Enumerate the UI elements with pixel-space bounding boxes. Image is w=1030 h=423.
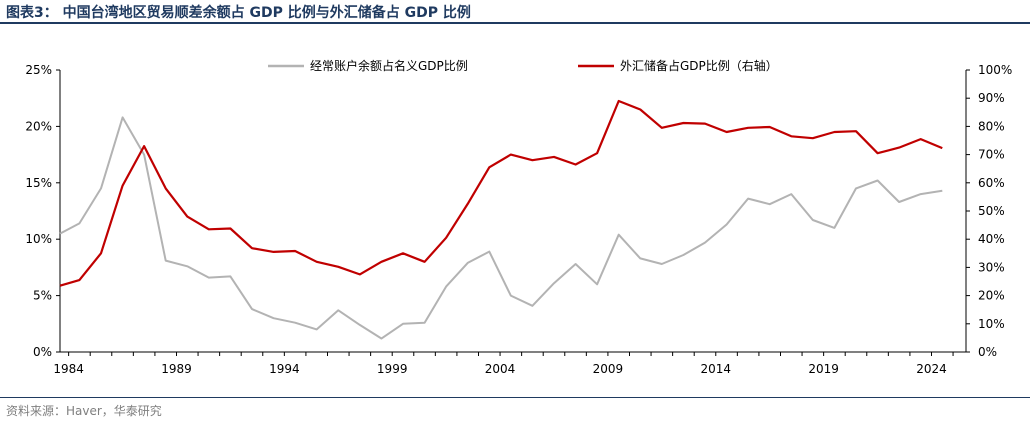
left-tick-label: 0% [33,345,52,359]
left-tick-label: 20% [25,119,52,133]
left-tick-label: 10% [25,232,52,246]
x-tick-label: 1994 [269,362,300,376]
source-note: 资料来源：Haver，华泰研究 [6,404,162,418]
right-tick-label: 70% [978,148,1005,162]
left-tick-label: 15% [25,176,52,190]
left-tick-label: 5% [33,289,52,303]
right-tick-label: 100% [978,63,1012,77]
line-chart: 0% 5% 10% 15% 20% 25% 0% 10% 20% 30% 40% 50% 60% 70% 8… [25,58,1012,376]
right-tick-label: 60% [978,176,1005,190]
x-tick-label: 2014 [700,362,731,376]
fx-reserves-line [59,99,943,287]
left-tick-label: 25% [25,63,52,77]
title-divider [0,22,1030,24]
figure-title: 图表3： 中国台湾地区贸易顺差余额占 GDP 比例与外汇储备占 GDP 比例 [6,5,471,21]
x-tick-label: 2019 [808,362,839,376]
x-tick-label: 1999 [377,362,408,376]
right-tick-label: 40% [978,232,1005,246]
right-tick-label: 0% [978,345,997,359]
source-divider [0,397,1030,398]
x-tick-label: 2009 [593,362,624,376]
right-tick-label: 90% [978,91,1005,105]
right-tick-label: 30% [978,260,1005,274]
x-tick-label: 1989 [161,362,192,376]
legend-label: 经常账户余额占名义GDP比例 [310,58,468,73]
current-account-line [59,116,943,340]
right-tick-label: 10% [978,317,1005,331]
x-tick-label: 2024 [916,362,947,376]
right-tick-label: 80% [978,119,1005,133]
right-tick-label: 50% [978,204,1005,218]
legend-label: 外汇储备占GDP比例（右轴） [620,58,778,73]
x-tick-label: 2004 [485,362,516,376]
x-tick-label: 1984 [53,362,84,376]
right-tick-label: 20% [978,289,1005,303]
